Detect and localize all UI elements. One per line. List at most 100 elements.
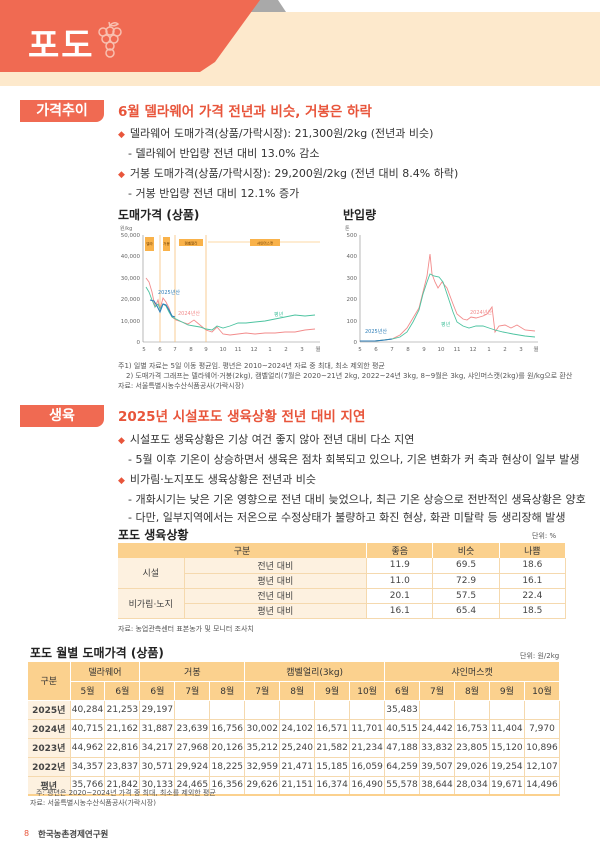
section-tag-price-trend: 가격추이: [20, 100, 104, 122]
growth-bullet-2: ◆ 비가림·노지포도 생육상황은 전년과 비슷: [118, 473, 316, 486]
svg-text:10,000: 10,000: [121, 319, 141, 325]
svg-text:200: 200: [347, 297, 358, 303]
page-title: 포도: [28, 26, 95, 66]
svg-text:2025년산: 2025년산: [365, 328, 387, 335]
svg-text:8: 8: [406, 347, 410, 353]
monthly-price-table: 구분 델라웨어 거봉 캠벨얼리(3kg) 샤인머스캣 5월 6월 6월 7월 8월 7…: [28, 662, 561, 796]
svg-text:7: 7: [390, 347, 394, 353]
svg-text:5: 5: [142, 347, 146, 353]
table-row: 2023년 44,962 22,816 34,217 27,968 20,126 35,21…: [28, 738, 561, 758]
svg-text:1: 1: [268, 347, 272, 353]
svg-text:델라: 델라: [146, 241, 153, 246]
table-row: 2024년 40,715 21,162 31,887 23,639 16,756 30,00…: [28, 719, 561, 739]
svg-text:40,000: 40,000: [121, 254, 141, 260]
chart-source: 자료: 서울특별시농수산식품공사(가락시장): [118, 382, 244, 390]
svg-text:3: 3: [519, 347, 523, 353]
svg-text:7: 7: [173, 347, 177, 353]
price-table-title: 포도 월별 도매가격 (상품): [30, 646, 164, 660]
svg-text:2024년산: 2024년산: [470, 309, 492, 316]
svg-text:월: 월: [315, 345, 320, 353]
table-row: 2022년 34,357 23,837 30,571 29,924 18,225 32,95…: [28, 757, 561, 777]
svg-text:캠벨얼리: 캠벨얼리: [185, 241, 198, 246]
svg-text:2024년산: 2024년산: [178, 310, 200, 317]
svg-text:5: 5: [358, 347, 362, 353]
svg-text:11: 11: [235, 347, 242, 353]
growth-table-source: 자료: 농업관측센터 표본농가 및 모니터 조사치: [118, 625, 254, 633]
price-headline: 6월 델라웨어 가격 전년과 비슷, 거봉은 하락: [118, 104, 372, 120]
svg-text:12: 12: [470, 347, 477, 353]
price-table-note: 주: 평년은 2020~2024년 가격 중 최대, 최소를 제외한 평균: [36, 789, 216, 797]
svg-text:3: 3: [300, 347, 304, 353]
table-row: 평년 대비 16.1 65.4 18.5: [118, 603, 567, 619]
banner-tab-decoration: [250, 0, 286, 12]
svg-text:샤인머스캣: 샤인머스캣: [257, 241, 273, 246]
price-sub-1: - 델라웨어 반입량 전년 대비 13.0% 감소: [128, 147, 320, 160]
svg-text:10: 10: [220, 347, 227, 353]
chart-note-1: 주1) 일별 자료는 5일 이동 평균임. 평년은 2010~2024년 자료 …: [118, 362, 385, 370]
svg-text:8: 8: [189, 347, 193, 353]
price-chart-title: 도매가격 (상품): [118, 208, 200, 222]
page-banner: 포도: [0, 0, 600, 88]
price-line-chart: 원/kg 50,000 40,000 30,000 20,000 10,000 …: [120, 225, 321, 353]
volume-chart-title: 반입량: [343, 208, 377, 222]
growth-sub-2: - 개화시기는 낮은 기온 영향으로 전년 대비 늦었으나, 최근 기온 상승으…: [128, 493, 586, 506]
table-row: 비가림·노지 전년 대비 20.1 57.5 22.4: [118, 588, 567, 619]
price-table-unit: 단위: 원/2kg: [520, 652, 560, 660]
diamond-bullet-icon: ◆: [118, 436, 125, 446]
chart-note-2: 2) 도매가격 그래프는 델라웨어·거봉(2kg), 캠벨얼리(7월은 2020…: [126, 372, 573, 380]
svg-text:11: 11: [454, 347, 461, 353]
svg-text:20,000: 20,000: [121, 297, 141, 303]
svg-text:2: 2: [284, 347, 288, 353]
svg-text:30,000: 30,000: [121, 276, 141, 282]
svg-text:평년: 평년: [274, 311, 284, 318]
x-axis-ticks: 5 6 7 8 9 10 11 12 1 2 3 월: [358, 345, 538, 353]
svg-text:거봉: 거봉: [163, 241, 170, 246]
y-axis-ticks: 50,000 40,000 30,000 20,000 10,000 0: [121, 233, 141, 346]
svg-text:2025년산: 2025년산: [158, 289, 180, 296]
svg-text:100: 100: [347, 319, 358, 325]
table-row: 평년 35,766 21,842 30,133 24,465 16,356 29,626 21…: [28, 776, 561, 796]
diamond-bullet-icon: ◆: [118, 170, 125, 180]
diamond-bullet-icon: ◆: [118, 130, 125, 140]
svg-text:400: 400: [347, 254, 358, 260]
svg-text:6: 6: [374, 347, 378, 353]
svg-text:50,000: 50,000: [121, 233, 141, 239]
grape-icon: [98, 21, 122, 58]
page-number: 8: [24, 829, 30, 838]
x-axis-ticks: 5 6 7 8 9 10 11 12 1 2 3 월: [142, 345, 320, 353]
svg-text:월: 월: [533, 345, 538, 353]
footer-organization: 한국농촌경제연구원: [38, 830, 109, 840]
growth-sub-3: - 다만, 일부지역에서는 저온으로 수정상태가 불량하고 화진 현상, 화관 …: [128, 511, 566, 524]
table-row: 평년 대비 11.0 72.9 16.1: [118, 573, 567, 589]
price-table-source: 자료: 서울특별시농수산식품공사(가락시장): [30, 799, 156, 807]
price-bullet-1: ◆ 델라웨어 도매가격(상품/가락시장): 21,300원/2kg (전년과 비슷…: [118, 127, 434, 140]
growth-table-title: 포도 생육상황: [118, 528, 189, 542]
y-axis-ticks: 500 400 300 200 100 0: [347, 233, 358, 346]
price-bullet-2: ◆ 거봉 도매가격(상품/가락시장): 29,200원/2kg (전년 대비 8.…: [118, 167, 459, 180]
table-row: 시설 전년 대비 11.9 69.5 18.6: [118, 558, 567, 589]
svg-text:2: 2: [503, 347, 507, 353]
svg-text:300: 300: [347, 276, 358, 282]
section-tag-growth: 생육: [20, 405, 104, 427]
svg-text:0: 0: [354, 340, 358, 346]
growth-headline: 2025년 시설포도 생육상황 전년 대비 지연: [118, 409, 366, 425]
y-unit-label: 원/kg: [120, 225, 132, 232]
svg-text:6: 6: [158, 347, 162, 353]
svg-text:1: 1: [487, 347, 491, 353]
svg-text:평년: 평년: [441, 321, 451, 328]
svg-text:9: 9: [204, 347, 208, 353]
svg-text:9: 9: [422, 347, 426, 353]
table-row: 2025년 40,284 21,253 29,197 35,483: [28, 700, 561, 720]
diamond-bullet-icon: ◆: [118, 476, 125, 486]
svg-text:0: 0: [137, 340, 141, 346]
svg-text:10: 10: [438, 347, 445, 353]
svg-text:톤: 톤: [345, 226, 350, 232]
growth-sub-1: - 5월 이후 기온이 상승하면서 생육은 점차 회복되고 있으나, 기온 변화…: [128, 453, 580, 466]
price-sub-2: - 거봉 반입량 전년 대비 12.1% 증가: [128, 187, 300, 200]
volume-line-chart: 톤 500 400 300 200 100 0 2025년산 2024년산 평년…: [345, 226, 539, 353]
growth-bullet-1: ◆ 시설포도 생육상황은 기상 여건 좋지 않아 전년 대비 다소 지연: [118, 433, 415, 446]
growth-table: 구분 좋음 비슷 나쁨 시설 전년 대비 11.9 69.5 18.6 평년 대…: [118, 543, 567, 619]
svg-text:500: 500: [347, 233, 358, 239]
growth-table-unit: 단위: %: [532, 532, 557, 540]
svg-text:12: 12: [251, 347, 258, 353]
